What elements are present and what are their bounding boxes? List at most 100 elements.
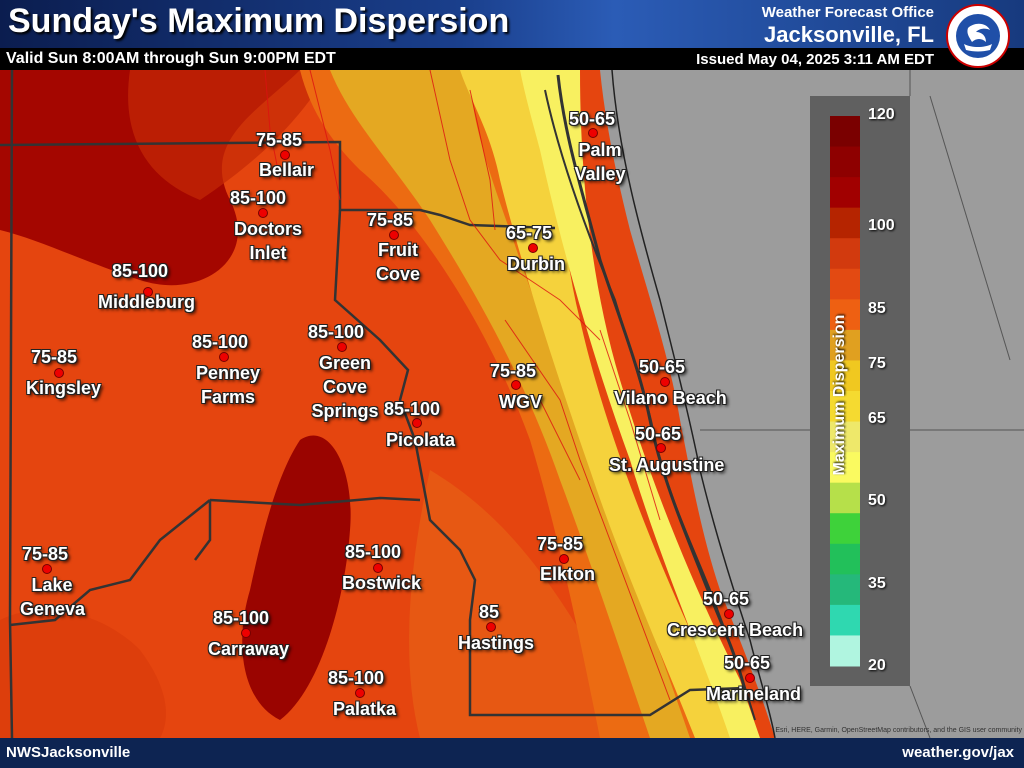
location-value: 50-65 bbox=[703, 589, 750, 609]
location-name: Vilano Beach bbox=[614, 388, 727, 408]
location-dot bbox=[42, 564, 52, 574]
location-dot bbox=[412, 418, 422, 428]
location-name: Bellair bbox=[259, 160, 315, 180]
legend-swatch bbox=[830, 543, 860, 575]
legend-swatch bbox=[830, 360, 860, 392]
location-name: Penney Farms bbox=[195, 363, 261, 407]
office-name: Weather Forecast Office bbox=[761, 4, 934, 21]
legend-tick: 85 bbox=[868, 300, 886, 317]
nws-logo-icon bbox=[946, 4, 1010, 68]
legend-swatch bbox=[830, 116, 860, 148]
location-dot bbox=[258, 208, 268, 218]
legend-swatch bbox=[830, 421, 860, 453]
legend-swatch bbox=[830, 604, 860, 636]
issued-time: Issued May 04, 2025 3:11 AM EDT bbox=[696, 51, 934, 68]
location-name: Carraway bbox=[208, 639, 290, 659]
location-dot bbox=[724, 609, 734, 619]
location-name: Hastings bbox=[458, 633, 535, 653]
location-value: 85-100 bbox=[192, 332, 249, 352]
location-name: Palm Valley bbox=[574, 140, 626, 184]
legend-tick: 120 bbox=[868, 106, 895, 123]
location-name: Durbin bbox=[507, 254, 565, 274]
location-dot bbox=[373, 563, 383, 573]
location-dot bbox=[54, 368, 64, 378]
legend-title: Maximum Dispersion bbox=[831, 314, 848, 476]
legend-swatch bbox=[830, 177, 860, 209]
location-value: 65-75 bbox=[506, 223, 553, 243]
legend-panel: Maximum Dispersion bbox=[810, 96, 910, 686]
legend-swatch bbox=[830, 329, 860, 361]
location-value: 75-85 bbox=[31, 347, 78, 367]
footer-website[interactable]: weather.gov/jax bbox=[902, 744, 1014, 761]
location-value: 85-100 bbox=[112, 261, 169, 281]
location-value: 85-100 bbox=[308, 322, 365, 342]
legend-swatch bbox=[830, 268, 860, 300]
location-name: St. Augustine bbox=[609, 455, 725, 475]
legend-swatch bbox=[830, 635, 860, 667]
location-name: Crescent Beach bbox=[667, 620, 804, 640]
legend-swatch bbox=[830, 207, 860, 239]
location-name: Doctors Inlet bbox=[233, 219, 302, 263]
location-dot bbox=[241, 628, 251, 638]
location-dot bbox=[588, 128, 598, 138]
location-dot bbox=[660, 377, 670, 387]
subtitle-bar bbox=[0, 48, 1024, 70]
location-name: Picolata bbox=[386, 430, 456, 450]
map-attribution: Esri, HERE, Garmin, OpenStreetMap contri… bbox=[775, 727, 1022, 734]
location-value: 85 bbox=[479, 602, 500, 622]
location-dot bbox=[355, 688, 365, 698]
location-dot bbox=[559, 554, 569, 564]
legend-swatch bbox=[830, 482, 860, 514]
location-value: 85-100 bbox=[384, 399, 441, 419]
location-name: Green Cove Springs bbox=[311, 353, 379, 421]
location-value: 85-100 bbox=[328, 668, 385, 688]
location-name: Kingsley bbox=[26, 378, 102, 398]
legend-tick: 65 bbox=[868, 410, 886, 427]
legend-tick: 75 bbox=[868, 355, 886, 372]
legend-swatch bbox=[830, 391, 860, 423]
legend-swatch bbox=[830, 574, 860, 606]
location-name: Elkton bbox=[540, 564, 596, 584]
location-dot bbox=[745, 673, 755, 683]
location-dot bbox=[389, 230, 399, 240]
legend-swatch bbox=[830, 238, 860, 270]
location-dot bbox=[656, 443, 666, 453]
location-dot bbox=[219, 352, 229, 362]
location-dot bbox=[337, 342, 347, 352]
location-name: Middleburg bbox=[98, 292, 195, 312]
location-dot bbox=[280, 150, 290, 160]
location-name: Fruit Cove bbox=[375, 240, 420, 284]
office-city: Jacksonville, FL bbox=[764, 22, 934, 47]
legend-tick: 100 bbox=[868, 217, 895, 234]
location-name: Palatka bbox=[333, 699, 397, 719]
legend-swatch bbox=[830, 299, 860, 331]
location-dot bbox=[511, 380, 521, 390]
location-name: Marineland bbox=[706, 684, 802, 704]
location-name: Bostwick bbox=[342, 573, 422, 593]
location-value: 75-85 bbox=[367, 210, 414, 230]
footer-bar bbox=[0, 738, 1024, 768]
location-value: 85-100 bbox=[230, 188, 287, 208]
location-value: 75-85 bbox=[490, 361, 537, 381]
location-value: 75-85 bbox=[22, 544, 69, 564]
legend-colorbar bbox=[830, 116, 860, 667]
location-value: 75-85 bbox=[256, 130, 303, 150]
page-title: Sunday's Maximum Dispersion bbox=[8, 2, 510, 40]
location-value: 50-65 bbox=[639, 357, 686, 377]
legend-tick: 20 bbox=[868, 657, 886, 674]
footer-social[interactable]: NWSJacksonville bbox=[6, 744, 131, 761]
location-value: 50-65 bbox=[569, 109, 616, 129]
legend-tick: 35 bbox=[868, 575, 886, 592]
location-value: 75-85 bbox=[537, 534, 584, 554]
location-dot bbox=[486, 622, 496, 632]
location-value: 50-65 bbox=[635, 424, 682, 444]
legend-swatch bbox=[830, 452, 860, 484]
legend-tick: 50 bbox=[868, 492, 886, 509]
location-name: WGV bbox=[499, 392, 542, 412]
legend-swatch bbox=[830, 146, 860, 178]
location-value: 50-65 bbox=[724, 653, 771, 673]
valid-time: Valid Sun 8:00AM through Sun 9:00PM EDT bbox=[6, 50, 336, 67]
location-dot bbox=[528, 243, 538, 253]
location-value: 85-100 bbox=[345, 542, 402, 562]
location-value: 85-100 bbox=[213, 608, 270, 628]
